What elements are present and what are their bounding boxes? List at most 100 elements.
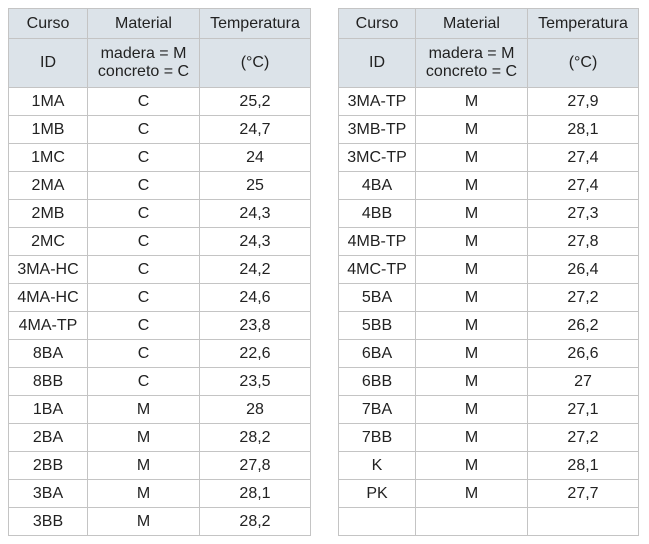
cell: K [338, 451, 416, 480]
data-row: 6BA M 26,6 [338, 339, 639, 368]
cell: M [415, 199, 528, 228]
cell: 27,7 [527, 479, 639, 508]
data-row: 7BB M 27,2 [338, 423, 639, 452]
cell: 28 [199, 395, 311, 424]
cell: M [415, 423, 528, 452]
cell: 2BB [8, 451, 88, 480]
cell: 27,4 [527, 171, 639, 200]
cell: 7BA [338, 395, 416, 424]
cell: M [415, 171, 528, 200]
cell: 5BA [338, 283, 416, 312]
header-cell: ID [338, 38, 416, 88]
cell: 24,3 [199, 227, 311, 256]
data-row: 3MA-TP M 27,9 [338, 87, 639, 116]
cell: 26,2 [527, 311, 639, 340]
cell: 24,6 [199, 283, 311, 312]
cell: M [415, 367, 528, 396]
data-row: 1MC C 24 [8, 143, 311, 172]
cell: 26,4 [527, 255, 639, 284]
data-row: 1BA M 28 [8, 395, 311, 424]
cell: 3MA-TP [338, 87, 416, 116]
data-row: 4MC-TP M 26,4 [338, 255, 639, 284]
cell: 24 [199, 143, 311, 172]
cell: M [415, 283, 528, 312]
data-row: 2BA M 28,2 [8, 423, 311, 452]
data-row: 4BB M 27,3 [338, 199, 639, 228]
header-cell: Temperatura [527, 8, 639, 39]
cell: 23,5 [199, 367, 311, 396]
data-row: 2MA C 25 [8, 171, 311, 200]
header-cell: (°C) [527, 38, 639, 88]
cell: 2MA [8, 171, 88, 200]
cell: 22,6 [199, 339, 311, 368]
cell: 26,6 [527, 339, 639, 368]
cell: PK [338, 479, 416, 508]
data-row: 1MB C 24,7 [8, 115, 311, 144]
cell: 27 [527, 367, 639, 396]
cell: C [87, 311, 200, 340]
empty-cell [338, 507, 416, 536]
cell: 25 [199, 171, 311, 200]
cell: 24,7 [199, 115, 311, 144]
cell: M [415, 339, 528, 368]
cell: 4MA-TP [8, 311, 88, 340]
data-row: 4MB-TP M 27,8 [338, 227, 639, 256]
header-cell: Curso [338, 8, 416, 39]
data-row: 7BA M 27,1 [338, 395, 639, 424]
header-cell: Curso [8, 8, 88, 39]
cell: C [87, 339, 200, 368]
data-row: 5BA M 27,2 [338, 283, 639, 312]
cell: M [87, 395, 200, 424]
data-row: 8BB C 23,5 [8, 367, 311, 396]
data-row: 3MB-TP M 28,1 [338, 115, 639, 144]
cell-line: concreto = C [97, 63, 190, 80]
cell: C [87, 255, 200, 284]
cell: M [87, 507, 200, 536]
cell: 25,2 [199, 87, 311, 116]
cell: 28,2 [199, 507, 311, 536]
cell: 4MC-TP [338, 255, 416, 284]
cell: 8BB [8, 367, 88, 396]
cell: 2MC [8, 227, 88, 256]
cell: C [87, 227, 200, 256]
header-cell: Material [415, 8, 528, 39]
cell: 27,9 [527, 87, 639, 116]
cell: C [87, 143, 200, 172]
cell: M [415, 451, 528, 480]
cell: 4BB [338, 199, 416, 228]
data-row: 3BB M 28,2 [8, 507, 311, 536]
cell: 3BB [8, 507, 88, 536]
cell: C [87, 115, 200, 144]
cell: 27,4 [527, 143, 639, 172]
cell: 1MA [8, 87, 88, 116]
cell-line: madera = M [428, 45, 515, 62]
header-cell: Material [87, 8, 200, 39]
data-row: 2BB M 27,8 [8, 451, 311, 480]
cell: 28,1 [527, 451, 639, 480]
data-row: 3MC-TP M 27,4 [338, 143, 639, 172]
cell: 7BB [338, 423, 416, 452]
data-row: 2MB C 24,3 [8, 199, 311, 228]
cell: M [415, 143, 528, 172]
cell: M [87, 451, 200, 480]
cell: 1BA [8, 395, 88, 424]
header-cell: Temperatura [199, 8, 311, 39]
empty-row [338, 507, 639, 536]
cell: 1MB [8, 115, 88, 144]
header-cell: ID [8, 38, 88, 88]
data-row: PK M 27,7 [338, 479, 639, 508]
data-row: 1MA C 25,2 [8, 87, 311, 116]
cell: M [415, 115, 528, 144]
cell: M [87, 423, 200, 452]
cell: 23,8 [199, 311, 311, 340]
cell: M [415, 87, 528, 116]
header-row: Curso Material Temperatura [8, 8, 311, 39]
cell: 28,2 [199, 423, 311, 452]
cell-line: concreto = C [425, 63, 518, 80]
